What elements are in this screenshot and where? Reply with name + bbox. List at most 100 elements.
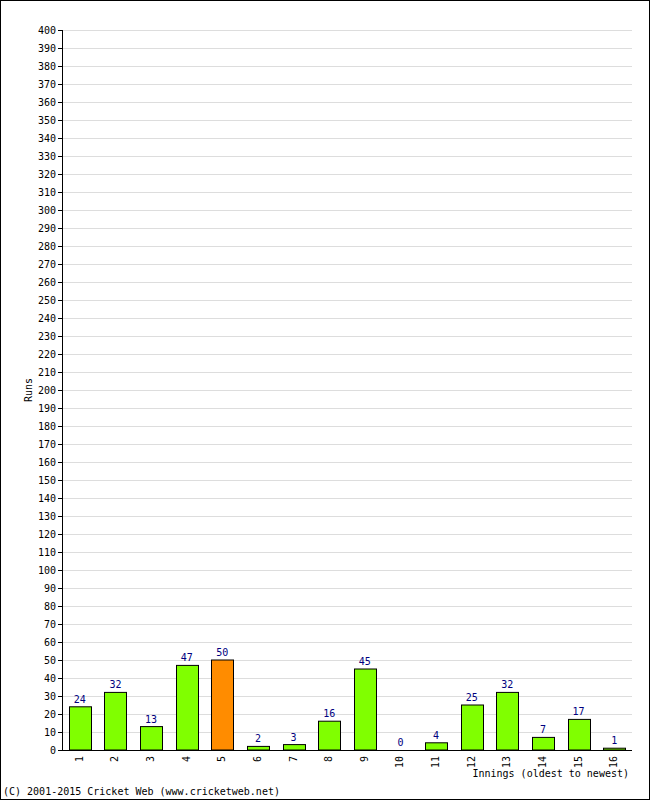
y-tick-label: 100	[38, 565, 56, 576]
chart: 0102030405060708090100110120130140150160…	[0, 0, 650, 800]
x-tick-label: 8	[323, 756, 334, 762]
data-label: 32	[501, 679, 513, 690]
y-tick	[58, 372, 62, 373]
grid-line	[62, 318, 632, 319]
y-tick-label: 300	[38, 205, 56, 216]
x-tick-label: 12	[466, 756, 477, 768]
y-tick	[58, 300, 62, 301]
y-tick-label: 370	[38, 79, 56, 90]
y-tick	[58, 480, 62, 481]
y-tick-label: 320	[38, 169, 56, 180]
x-tick-label: 6	[252, 756, 263, 762]
y-tick	[58, 714, 62, 715]
data-label: 16	[323, 708, 335, 719]
bar	[604, 748, 626, 750]
y-tick-label: 70	[44, 619, 56, 630]
grid-line	[62, 120, 632, 121]
grid-line	[62, 102, 632, 103]
y-tick-label: 80	[44, 601, 56, 612]
y-tick-label: 400	[38, 25, 56, 36]
x-tick-label: 11	[430, 756, 441, 768]
data-label: 17	[573, 706, 585, 717]
y-tick-label: 40	[44, 673, 56, 684]
y-tick	[58, 588, 62, 589]
y-tick	[58, 66, 62, 67]
y-tick-label: 90	[44, 583, 56, 594]
data-label: 47	[181, 652, 193, 663]
y-tick	[58, 498, 62, 499]
x-tick-label: 7	[288, 756, 299, 762]
x-tick-label: 1	[74, 756, 85, 762]
y-tick	[58, 444, 62, 445]
grid-line	[62, 426, 632, 427]
y-tick-label: 340	[38, 133, 56, 144]
bars	[70, 660, 626, 750]
y-tick	[58, 696, 62, 697]
y-tick-label: 280	[38, 241, 56, 252]
y-tick	[58, 570, 62, 571]
bar	[390, 750, 412, 751]
y-tick-label: 0	[50, 745, 56, 756]
y-tick	[58, 282, 62, 283]
y-tick	[58, 408, 62, 409]
y-tick	[58, 462, 62, 463]
y-tick-label: 110	[38, 547, 56, 558]
x-tick-label: 10	[394, 756, 405, 768]
y-tick	[58, 174, 62, 175]
grid-line	[62, 246, 632, 247]
grid-line	[62, 660, 632, 661]
grid-line	[62, 264, 632, 265]
y-tick-label: 240	[38, 313, 56, 324]
grid-line	[62, 624, 632, 625]
data-label: 25	[466, 692, 478, 703]
data-label: 7	[540, 724, 546, 735]
y-tick-label: 220	[38, 349, 56, 360]
grid-line	[62, 156, 632, 157]
grid-line	[62, 300, 632, 301]
background	[1, 1, 650, 800]
y-tick-label: 310	[38, 187, 56, 198]
y-tick-label: 190	[38, 403, 56, 414]
y-tick	[58, 120, 62, 121]
bar	[70, 707, 92, 750]
y-tick-label: 230	[38, 331, 56, 342]
y-tick-label: 180	[38, 421, 56, 432]
grid-line	[62, 174, 632, 175]
y-tick	[58, 246, 62, 247]
y-tick	[58, 228, 62, 229]
grid-line	[62, 480, 632, 481]
y-tick-label: 150	[38, 475, 56, 486]
grid-line	[62, 534, 632, 535]
y-tick	[58, 156, 62, 157]
x-tick-label: 5	[216, 756, 227, 762]
grid-line	[62, 282, 632, 283]
y-tick	[58, 318, 62, 319]
y-tick	[58, 516, 62, 517]
data-label: 4	[433, 730, 439, 741]
copyright: (C) 2001-2015 Cricket Web (www.cricketwe…	[3, 786, 280, 797]
bar	[533, 737, 555, 750]
y-tick	[58, 390, 62, 391]
y-tick	[58, 642, 62, 643]
grid-line	[62, 228, 632, 229]
data-label: 24	[74, 694, 86, 705]
bar	[462, 705, 484, 750]
y-tick	[58, 678, 62, 679]
y-tick-label: 120	[38, 529, 56, 540]
y-tick	[58, 750, 62, 751]
y-tick-label: 380	[38, 61, 56, 72]
grid-line	[62, 516, 632, 517]
grid-line	[62, 30, 632, 31]
x-tick-label: 15	[573, 756, 584, 768]
bar	[319, 721, 341, 750]
y-tick-label: 350	[38, 115, 56, 126]
y-tick	[58, 264, 62, 265]
grid-line	[62, 192, 632, 193]
y-tick	[58, 534, 62, 535]
bar	[105, 692, 127, 750]
bar	[355, 669, 377, 750]
y-tick-label: 200	[38, 385, 56, 396]
x-tick-label: 9	[359, 756, 370, 762]
grid-line	[62, 84, 632, 85]
grid-line	[62, 66, 632, 67]
